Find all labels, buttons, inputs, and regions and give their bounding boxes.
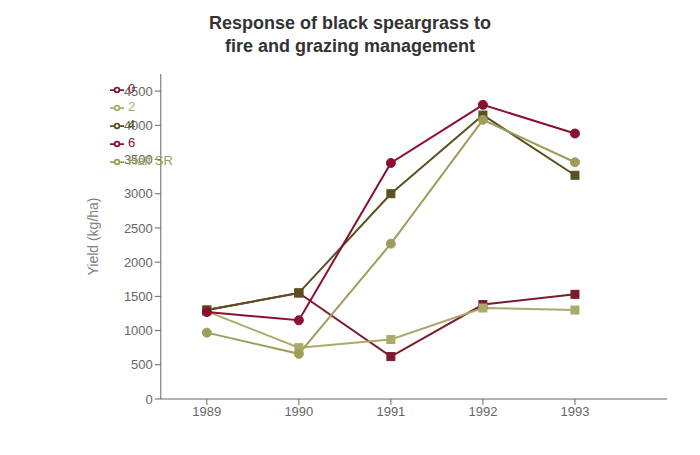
svg-text:1500: 1500 xyxy=(124,289,153,304)
svg-text:2500: 2500 xyxy=(124,221,153,236)
svg-text:1993: 1993 xyxy=(561,404,590,419)
svg-text:1990: 1990 xyxy=(284,404,313,419)
svg-text:1000: 1000 xyxy=(124,323,153,338)
svg-text:3500: 3500 xyxy=(124,152,153,167)
svg-text:500: 500 xyxy=(131,357,153,372)
svg-text:Yield (kg/ha): Yield (kg/ha) xyxy=(85,197,101,275)
svg-text:3000: 3000 xyxy=(124,186,153,201)
svg-text:0: 0 xyxy=(146,392,153,407)
svg-text:4500: 4500 xyxy=(124,84,153,99)
svg-text:1991: 1991 xyxy=(376,404,405,419)
svg-text:2000: 2000 xyxy=(124,255,153,270)
svg-text:1992: 1992 xyxy=(468,404,497,419)
svg-text:4000: 4000 xyxy=(124,118,153,133)
svg-text:1989: 1989 xyxy=(192,404,221,419)
